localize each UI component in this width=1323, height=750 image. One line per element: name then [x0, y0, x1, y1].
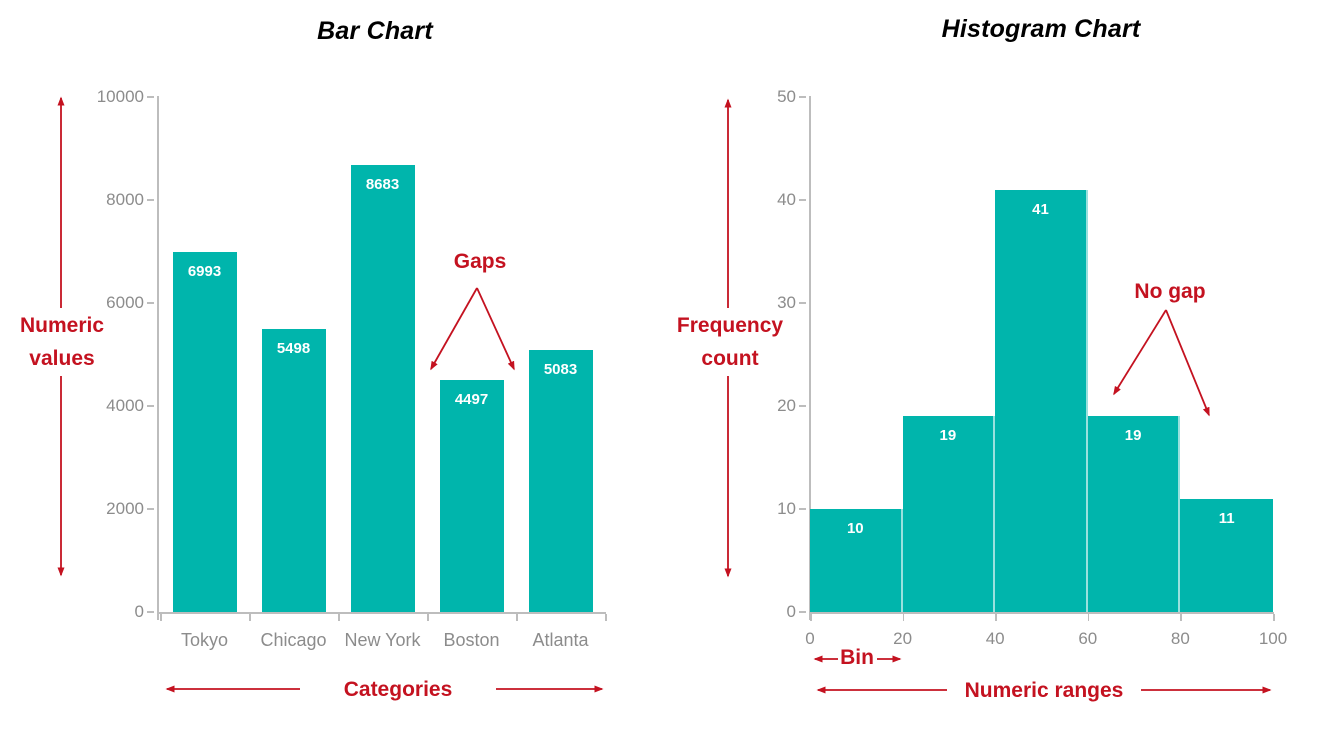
category-label: Atlanta: [532, 630, 589, 650]
bar-y-tick-mark: [147, 96, 154, 98]
category-label: New York: [344, 630, 421, 650]
bar-x-tick-mark: [160, 613, 162, 621]
numeric-values-annotation: Numeric values: [19, 314, 105, 370]
bar-x-tick-mark: [249, 613, 251, 621]
hist-x-tick-mark: [995, 613, 997, 621]
bar-x-tick-mark: [427, 613, 429, 621]
hist-x-axis: [809, 612, 1274, 614]
bar-y-tick-label: 10000: [96, 87, 144, 106]
hist-x-tick-label: 40: [985, 629, 1005, 648]
hist-y-axis: [809, 96, 811, 620]
bar-new-york: 8683: [350, 164, 415, 612]
hist-x-tick-label: 80: [1170, 629, 1190, 648]
bar-x-tick-mark: [605, 613, 607, 621]
hist-x-tick-mark: [902, 613, 905, 621]
no-gap-arrow-right: [1165, 309, 1210, 417]
hist-y-tick-mark: [799, 405, 806, 407]
hist-y-tick-label: 50: [777, 87, 796, 106]
bar-y-tick-label: 4000: [106, 396, 144, 415]
no-gap-arrow-left: [1113, 309, 1167, 396]
hist-bar-40-60: 41: [995, 189, 1088, 612]
bar-y-tick-mark: [147, 405, 154, 407]
hist-x-tick-mark: [810, 613, 812, 621]
bar-x-axis: [157, 612, 606, 614]
frequency-count-annotation: Frequency count: [676, 314, 784, 370]
hist-x-tick-label: 60: [1078, 629, 1098, 648]
hist-x-tick-label: 20: [893, 629, 913, 648]
hist-x-tick-label: 100: [1258, 629, 1288, 648]
category-label: Boston: [443, 630, 500, 650]
categories-annotation: Categories: [343, 678, 453, 701]
hist-y-tick-label: 40: [777, 190, 796, 209]
bar-x-tick-mark: [338, 613, 340, 621]
hist-bar-value-label: 10: [846, 520, 864, 537]
bar-y-tick-mark: [147, 611, 154, 613]
gaps-arrow-right: [476, 287, 515, 371]
hist-y-tick-mark: [799, 611, 806, 613]
hist-y-tick-label: 20: [777, 396, 796, 415]
hist-y-tick-label: 10: [777, 499, 796, 518]
histogram-chart-title: Histogram Chart: [941, 15, 1141, 43]
bar-y-tick-mark: [147, 508, 154, 510]
bar-y-tick-label: 0: [134, 602, 144, 621]
hist-y-tick-mark: [799, 508, 806, 510]
numeric-ranges-annotation: Numeric ranges: [964, 679, 1124, 702]
bar-y-tick-label: 6000: [106, 293, 144, 312]
hist-x-tick-mark: [1180, 613, 1182, 621]
gaps-annotation: Gaps: [453, 250, 507, 273]
bar-value-label: 5498: [276, 339, 311, 357]
category-label: Chicago: [260, 630, 327, 650]
hist-x-tick-mark: [1273, 613, 1275, 621]
hist-bar-0-20: 10: [810, 509, 903, 612]
bar-boston: 4497: [439, 380, 504, 612]
bar-value-label: 8683: [365, 175, 400, 193]
bar-value-label: 6993: [187, 262, 222, 280]
hist-bar-value-label: 11: [1218, 509, 1235, 527]
bar-y-tick-label: 8000: [106, 190, 144, 209]
bar-value-label: 4497: [454, 391, 489, 409]
bin-annotation: Bin: [840, 646, 874, 669]
bar-chicago: 5498: [261, 328, 326, 612]
hist-bar-value-label: 41: [1032, 200, 1049, 218]
hist-bar-80-100: 11: [1180, 498, 1273, 612]
hist-y-tick-mark: [799, 96, 806, 98]
bar-tokyo: 6993: [172, 251, 237, 612]
hist-x-tick-label: 0: [805, 629, 815, 648]
bar-value-label: 5083: [543, 361, 578, 379]
hist-y-tick-mark: [799, 199, 806, 201]
bar-atlanta: 5083: [528, 350, 593, 612]
category-label: Tokyo: [180, 630, 229, 650]
bar-x-tick-mark: [516, 613, 518, 621]
hist-x-tick-mark: [1087, 613, 1090, 621]
hist-bar-value-label: 19: [1124, 427, 1142, 445]
hist-bar-value-label: 19: [939, 427, 957, 445]
hist-y-tick-label: 0: [786, 602, 796, 621]
bar-chart-title: Bar Chart: [317, 17, 433, 45]
hist-y-tick-mark: [799, 302, 806, 304]
bar-y-axis: [157, 96, 159, 620]
hist-bar-60-80: 19: [1087, 416, 1181, 612]
bar-y-tick-label: 2000: [106, 499, 144, 518]
hist-bar-20-40: 19: [902, 416, 996, 612]
hist-y-tick-label: 30: [777, 293, 796, 312]
no-gap-annotation: No gap: [1134, 280, 1206, 303]
gaps-arrow-left: [430, 287, 478, 371]
bar-y-tick-mark: [147, 302, 154, 304]
bar-y-tick-mark: [147, 199, 154, 201]
